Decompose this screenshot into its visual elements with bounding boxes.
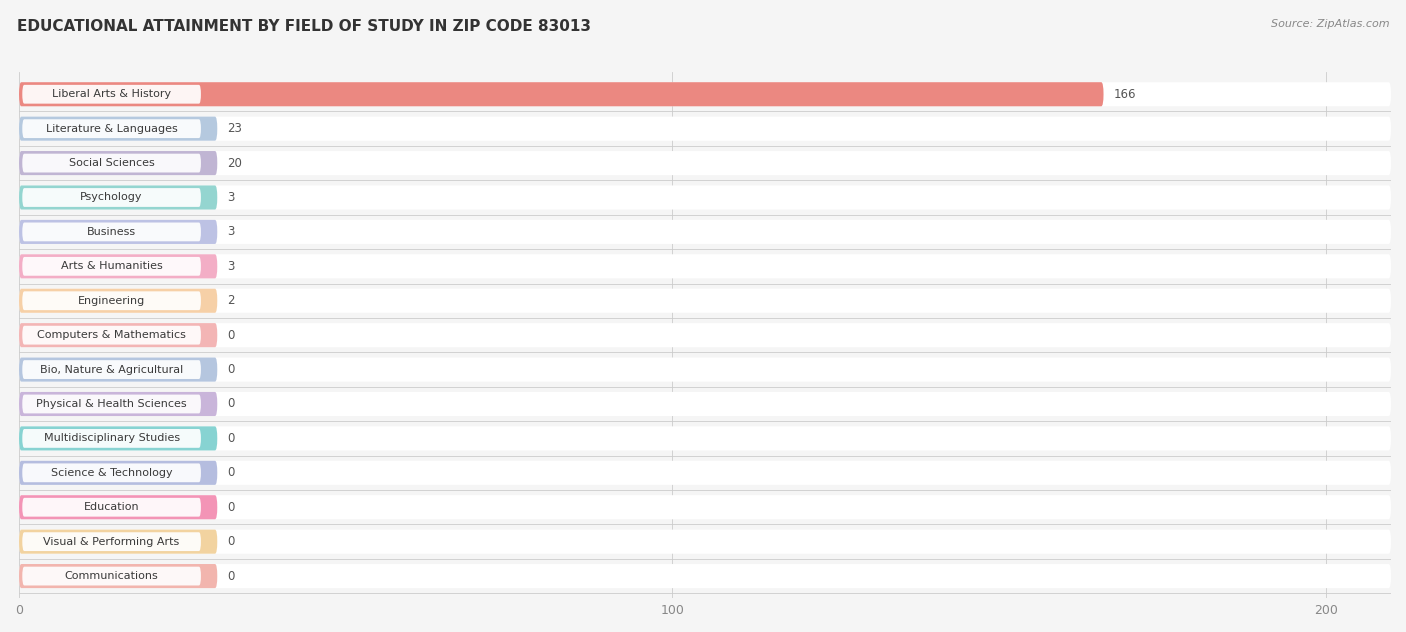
FancyBboxPatch shape (22, 567, 201, 585)
FancyBboxPatch shape (20, 323, 1391, 347)
FancyBboxPatch shape (20, 461, 218, 485)
FancyBboxPatch shape (20, 185, 1391, 210)
FancyBboxPatch shape (20, 323, 218, 347)
Text: 0: 0 (228, 466, 235, 479)
Text: 0: 0 (228, 535, 235, 548)
Text: Arts & Humanities: Arts & Humanities (60, 261, 163, 271)
FancyBboxPatch shape (20, 427, 1391, 451)
FancyBboxPatch shape (20, 254, 1391, 278)
Text: Psychology: Psychology (80, 193, 143, 202)
FancyBboxPatch shape (20, 427, 218, 451)
FancyBboxPatch shape (20, 117, 1391, 141)
Text: 0: 0 (228, 398, 235, 411)
Text: Computers & Mathematics: Computers & Mathematics (37, 330, 186, 340)
FancyBboxPatch shape (22, 498, 201, 516)
Text: Business: Business (87, 227, 136, 237)
Text: 0: 0 (228, 432, 235, 445)
Text: 2: 2 (228, 295, 235, 307)
FancyBboxPatch shape (20, 220, 1391, 244)
Text: Source: ZipAtlas.com: Source: ZipAtlas.com (1271, 19, 1389, 29)
FancyBboxPatch shape (22, 257, 201, 276)
FancyBboxPatch shape (20, 530, 218, 554)
Text: 0: 0 (228, 363, 235, 376)
Text: Literature & Languages: Literature & Languages (46, 124, 177, 133)
FancyBboxPatch shape (20, 220, 218, 244)
Text: 0: 0 (228, 329, 235, 342)
FancyBboxPatch shape (22, 325, 201, 344)
Text: Communications: Communications (65, 571, 159, 581)
FancyBboxPatch shape (20, 530, 1391, 554)
Text: 23: 23 (228, 122, 242, 135)
Text: 3: 3 (228, 226, 235, 238)
FancyBboxPatch shape (20, 461, 1391, 485)
FancyBboxPatch shape (22, 360, 201, 379)
Text: 0: 0 (228, 501, 235, 514)
Text: 3: 3 (228, 260, 235, 273)
FancyBboxPatch shape (22, 85, 201, 104)
FancyBboxPatch shape (20, 392, 218, 416)
Text: Multidisciplinary Studies: Multidisciplinary Studies (44, 434, 180, 444)
FancyBboxPatch shape (20, 151, 1391, 175)
FancyBboxPatch shape (20, 82, 1104, 106)
Text: Science & Technology: Science & Technology (51, 468, 173, 478)
FancyBboxPatch shape (20, 82, 1391, 106)
FancyBboxPatch shape (22, 154, 201, 173)
Text: Liberal Arts & History: Liberal Arts & History (52, 89, 172, 99)
FancyBboxPatch shape (20, 117, 218, 141)
FancyBboxPatch shape (22, 532, 201, 551)
FancyBboxPatch shape (22, 119, 201, 138)
FancyBboxPatch shape (20, 185, 218, 210)
FancyBboxPatch shape (20, 289, 1391, 313)
FancyBboxPatch shape (20, 495, 218, 520)
FancyBboxPatch shape (20, 289, 218, 313)
FancyBboxPatch shape (22, 188, 201, 207)
FancyBboxPatch shape (20, 495, 1391, 520)
FancyBboxPatch shape (22, 222, 201, 241)
FancyBboxPatch shape (20, 358, 218, 382)
Text: EDUCATIONAL ATTAINMENT BY FIELD OF STUDY IN ZIP CODE 83013: EDUCATIONAL ATTAINMENT BY FIELD OF STUDY… (17, 19, 591, 34)
Text: Physical & Health Sciences: Physical & Health Sciences (37, 399, 187, 409)
Text: Social Sciences: Social Sciences (69, 158, 155, 168)
FancyBboxPatch shape (22, 291, 201, 310)
FancyBboxPatch shape (20, 564, 218, 588)
Text: Bio, Nature & Agricultural: Bio, Nature & Agricultural (39, 365, 183, 375)
FancyBboxPatch shape (20, 254, 218, 278)
FancyBboxPatch shape (22, 394, 201, 413)
Text: 3: 3 (228, 191, 235, 204)
FancyBboxPatch shape (22, 429, 201, 448)
Text: 166: 166 (1114, 88, 1136, 100)
Text: 20: 20 (228, 157, 242, 169)
Text: 0: 0 (228, 569, 235, 583)
Text: Visual & Performing Arts: Visual & Performing Arts (44, 537, 180, 547)
FancyBboxPatch shape (20, 564, 1391, 588)
FancyBboxPatch shape (20, 392, 1391, 416)
FancyBboxPatch shape (20, 151, 218, 175)
Text: Education: Education (84, 502, 139, 513)
FancyBboxPatch shape (20, 358, 1391, 382)
Text: Engineering: Engineering (77, 296, 145, 306)
FancyBboxPatch shape (22, 463, 201, 482)
